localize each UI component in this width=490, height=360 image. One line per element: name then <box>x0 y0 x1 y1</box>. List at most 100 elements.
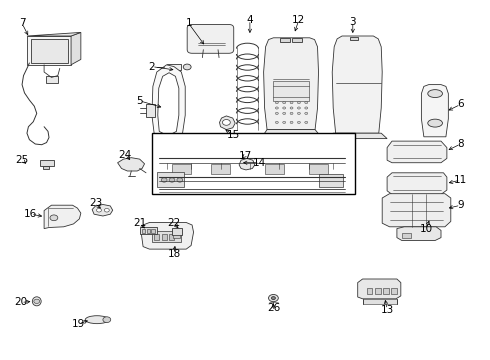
Bar <box>383 288 389 294</box>
Bar <box>265 164 284 174</box>
Bar <box>167 64 181 70</box>
Circle shape <box>297 102 300 104</box>
Circle shape <box>269 294 278 302</box>
Circle shape <box>283 121 286 123</box>
Text: 26: 26 <box>267 303 280 313</box>
Circle shape <box>275 112 278 114</box>
Circle shape <box>157 136 167 143</box>
Text: 21: 21 <box>133 218 147 228</box>
Text: 11: 11 <box>454 175 467 185</box>
Circle shape <box>297 112 300 114</box>
Circle shape <box>290 107 293 109</box>
Bar <box>350 37 358 40</box>
Circle shape <box>169 178 175 182</box>
Polygon shape <box>220 116 235 130</box>
Text: 12: 12 <box>292 15 306 25</box>
Polygon shape <box>387 141 447 163</box>
Circle shape <box>161 178 167 182</box>
Bar <box>367 288 372 294</box>
Text: 5: 5 <box>136 96 143 106</box>
Bar <box>152 133 355 194</box>
Bar <box>142 229 145 233</box>
Circle shape <box>283 107 286 109</box>
Bar <box>292 38 302 42</box>
Polygon shape <box>387 173 447 194</box>
Bar <box>172 164 191 174</box>
Text: 9: 9 <box>457 200 464 210</box>
Circle shape <box>275 121 278 123</box>
Bar <box>157 172 184 187</box>
FancyBboxPatch shape <box>187 24 234 53</box>
Text: 4: 4 <box>246 15 253 25</box>
Circle shape <box>283 112 286 114</box>
Circle shape <box>50 215 58 221</box>
Polygon shape <box>118 158 145 171</box>
Circle shape <box>222 120 230 125</box>
Circle shape <box>177 178 183 182</box>
Text: 22: 22 <box>167 218 181 228</box>
Text: 8: 8 <box>457 139 464 149</box>
Polygon shape <box>27 32 81 36</box>
Polygon shape <box>44 205 81 229</box>
Ellipse shape <box>428 90 442 98</box>
Circle shape <box>305 102 308 104</box>
Circle shape <box>103 317 111 323</box>
Text: 18: 18 <box>167 249 181 259</box>
Bar <box>375 288 381 294</box>
Text: 20: 20 <box>15 297 27 307</box>
Bar <box>31 39 68 63</box>
Polygon shape <box>239 158 255 170</box>
Bar <box>280 38 290 42</box>
Polygon shape <box>397 227 441 240</box>
Polygon shape <box>141 222 194 249</box>
Polygon shape <box>71 32 81 65</box>
Bar <box>391 288 397 294</box>
Bar <box>46 76 58 83</box>
Circle shape <box>271 297 275 300</box>
Bar <box>309 164 328 174</box>
Circle shape <box>97 208 101 212</box>
Ellipse shape <box>428 119 442 127</box>
Polygon shape <box>43 166 49 169</box>
Polygon shape <box>262 130 321 137</box>
Bar <box>162 234 167 240</box>
Circle shape <box>104 208 109 212</box>
Text: 23: 23 <box>89 198 102 208</box>
Bar <box>273 81 309 101</box>
Polygon shape <box>327 133 387 139</box>
Text: 25: 25 <box>15 155 29 165</box>
Circle shape <box>34 299 40 303</box>
Bar <box>172 228 182 235</box>
Bar <box>211 164 230 174</box>
Bar <box>151 229 155 233</box>
Bar <box>363 299 397 304</box>
Text: 17: 17 <box>238 150 252 161</box>
Polygon shape <box>158 73 179 134</box>
Circle shape <box>297 107 300 109</box>
Circle shape <box>290 112 293 114</box>
Ellipse shape <box>32 297 41 306</box>
Polygon shape <box>92 204 113 216</box>
Bar <box>147 229 150 233</box>
Circle shape <box>172 136 181 143</box>
Circle shape <box>305 121 308 123</box>
Text: 10: 10 <box>420 224 433 234</box>
Polygon shape <box>152 65 185 140</box>
Text: 6: 6 <box>457 99 464 109</box>
Bar <box>140 227 157 234</box>
Bar <box>40 160 54 166</box>
Text: 2: 2 <box>148 62 155 72</box>
Text: 24: 24 <box>118 150 132 160</box>
Text: 14: 14 <box>253 158 267 168</box>
Text: 15: 15 <box>226 130 240 140</box>
Polygon shape <box>382 194 451 227</box>
Circle shape <box>305 112 308 114</box>
Bar <box>318 174 343 187</box>
Circle shape <box>290 102 293 104</box>
Circle shape <box>297 121 300 123</box>
Circle shape <box>275 102 278 104</box>
Bar <box>402 233 411 238</box>
Polygon shape <box>27 36 71 65</box>
Circle shape <box>305 107 308 109</box>
Bar <box>154 234 159 240</box>
